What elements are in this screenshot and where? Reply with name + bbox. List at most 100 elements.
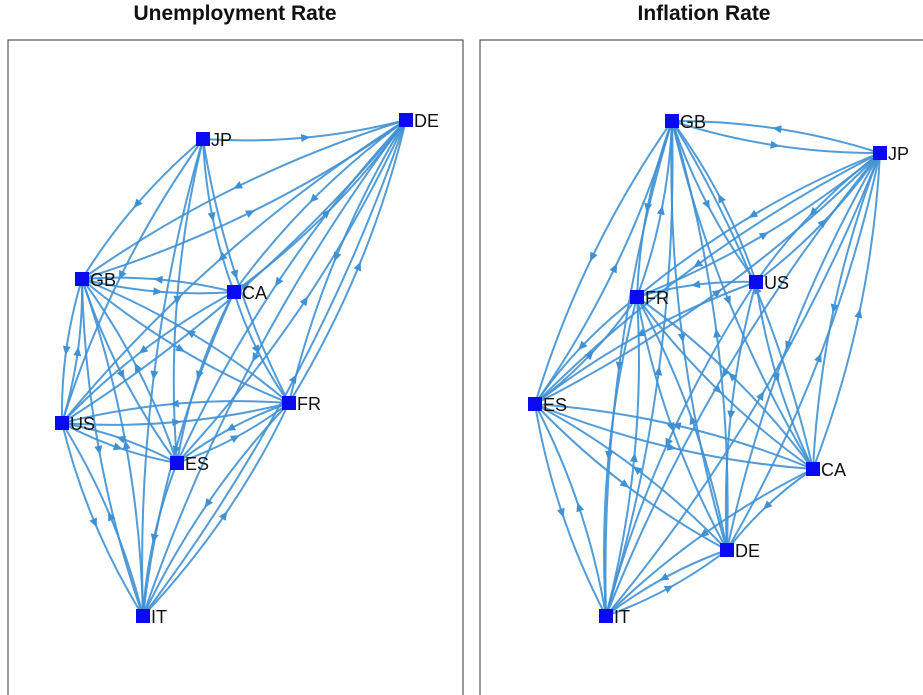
node bbox=[665, 114, 679, 128]
edge-arrow bbox=[73, 346, 82, 357]
edge-arrow bbox=[578, 340, 588, 351]
node-label: US bbox=[764, 273, 789, 293]
edge bbox=[176, 291, 235, 464]
edge-arrow bbox=[133, 198, 143, 208]
edge bbox=[288, 119, 407, 404]
edge-arrow bbox=[659, 572, 670, 581]
edge-arrow bbox=[169, 399, 180, 408]
edge-arrow bbox=[245, 210, 255, 218]
edge-arrow bbox=[116, 369, 125, 380]
edge-arrow bbox=[556, 507, 565, 518]
edge-arrow bbox=[830, 303, 839, 314]
edge-arrow bbox=[689, 415, 698, 426]
node bbox=[873, 146, 887, 160]
edge-arrow bbox=[207, 212, 216, 222]
edge-arrow bbox=[153, 275, 163, 284]
edge bbox=[233, 119, 407, 293]
node bbox=[599, 609, 613, 623]
edge bbox=[288, 119, 407, 404]
edge-arrow bbox=[175, 343, 185, 352]
node bbox=[720, 543, 734, 557]
edge-arrow bbox=[171, 418, 182, 427]
edge-arrow bbox=[772, 125, 782, 134]
edge bbox=[81, 278, 144, 617]
node bbox=[75, 272, 89, 286]
edge-arrow bbox=[122, 440, 131, 450]
panel-frame bbox=[7, 39, 464, 695]
edge-arrow bbox=[721, 368, 730, 378]
node-label: DE bbox=[735, 541, 760, 561]
edge-arrow bbox=[770, 140, 780, 149]
edge-arrow bbox=[204, 498, 214, 508]
node-label: ES bbox=[543, 395, 567, 415]
node bbox=[630, 290, 644, 304]
edge-arrow bbox=[233, 181, 243, 189]
edge-arrow bbox=[299, 296, 308, 307]
edge-arrow bbox=[218, 252, 228, 262]
node-label: IT bbox=[151, 607, 167, 627]
edge-arrow bbox=[590, 251, 598, 262]
node bbox=[806, 462, 820, 476]
node bbox=[227, 285, 241, 299]
edge bbox=[534, 403, 607, 617]
edge-arrow bbox=[112, 442, 123, 451]
edge-arrow bbox=[134, 362, 143, 373]
edge-arrow bbox=[718, 193, 726, 204]
edge-arrow bbox=[138, 345, 149, 354]
node-label: CA bbox=[242, 283, 267, 303]
edge-arrow bbox=[353, 261, 361, 272]
node-label: GB bbox=[680, 112, 706, 132]
edge-arrow bbox=[240, 281, 250, 291]
edge-arrow bbox=[702, 199, 710, 210]
edge bbox=[534, 403, 728, 551]
edge-arrow bbox=[576, 502, 585, 513]
edge-arrow bbox=[671, 422, 682, 431]
edge-arrow bbox=[609, 263, 617, 274]
node bbox=[399, 113, 413, 127]
edge-arrow bbox=[94, 445, 103, 455]
node-label: GB bbox=[90, 270, 116, 290]
node bbox=[749, 275, 763, 289]
edge-arrow bbox=[756, 391, 765, 401]
edge-arrow bbox=[118, 269, 127, 280]
edge-arrow bbox=[817, 218, 827, 229]
node-label: ES bbox=[185, 454, 209, 474]
edge-arrow bbox=[809, 206, 819, 217]
edge bbox=[202, 138, 290, 404]
edge-arrow bbox=[665, 437, 673, 448]
edge-arrow bbox=[666, 442, 677, 451]
edge-arrow bbox=[309, 193, 319, 203]
edge-arrow bbox=[251, 344, 260, 355]
edge-arrow bbox=[605, 450, 614, 461]
panel-frame bbox=[479, 39, 923, 695]
edge-arrow bbox=[677, 333, 686, 343]
node bbox=[196, 132, 210, 146]
edge-arrow bbox=[629, 452, 638, 463]
edge-arrow bbox=[153, 287, 163, 296]
node bbox=[55, 416, 69, 430]
graph: GB JP US FR ES CA DE IT bbox=[528, 112, 909, 627]
edge-arrow bbox=[727, 410, 736, 420]
edge-arrow bbox=[150, 533, 159, 544]
edge-arrow bbox=[150, 370, 159, 381]
edge-arrow bbox=[763, 500, 773, 510]
edge-arrow bbox=[275, 276, 284, 287]
node-label: FR bbox=[297, 394, 321, 414]
edge-arrow bbox=[62, 345, 71, 356]
edge-arrow bbox=[814, 352, 822, 363]
edge-arrow bbox=[772, 372, 780, 383]
edge-arrow bbox=[288, 374, 297, 384]
panel-title: Unemployment Rate bbox=[133, 2, 336, 25]
edge-arrow bbox=[712, 384, 722, 394]
edge-arrow bbox=[218, 511, 228, 521]
edge-arrow bbox=[108, 511, 116, 522]
edge-arrow bbox=[186, 330, 196, 339]
edge bbox=[61, 291, 235, 424]
node-label: IT bbox=[614, 607, 630, 627]
edge-arrow bbox=[693, 259, 704, 268]
edge-arrow bbox=[713, 328, 722, 338]
edge-arrow bbox=[728, 372, 738, 382]
edge-arrow bbox=[632, 466, 643, 475]
node-label: CA bbox=[821, 460, 846, 480]
